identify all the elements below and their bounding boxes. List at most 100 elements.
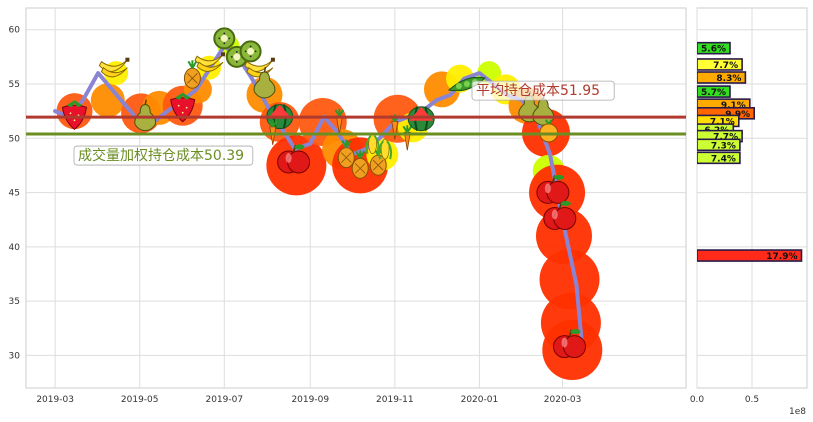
volume-profile-bar bbox=[697, 138, 741, 152]
volume-profile-bar bbox=[697, 41, 731, 55]
kiwi-part bbox=[230, 56, 233, 58]
x-tick-label: 2020-01 bbox=[461, 395, 499, 405]
corn-icon bbox=[365, 133, 380, 155]
apple-part bbox=[563, 335, 586, 359]
volume-profile-bar bbox=[697, 249, 803, 262]
y-axis-ticks: 30 35 40 45 50 55 60 bbox=[9, 26, 21, 362]
corn-icon bbox=[378, 138, 393, 160]
x-tick-label: 2019-03 bbox=[36, 395, 74, 405]
carrot-part bbox=[402, 125, 413, 133]
x-tick-label: 2019-09 bbox=[291, 395, 329, 405]
cost-label-box bbox=[471, 80, 615, 101]
volume-profile-bar bbox=[697, 58, 743, 71]
y-tick-label: 60 bbox=[9, 26, 21, 36]
pear-icon bbox=[253, 66, 276, 99]
side-x-offset-label: 1e8 bbox=[789, 407, 806, 417]
kiwi-part bbox=[218, 37, 221, 40]
pear-part bbox=[263, 66, 267, 73]
peas-part bbox=[455, 83, 462, 89]
volume-profile-label: 8.3% bbox=[716, 74, 741, 84]
apple-part bbox=[285, 153, 292, 163]
carrot-part bbox=[267, 119, 278, 128]
pineapple-icon bbox=[183, 60, 201, 89]
kiwi-icon bbox=[239, 40, 262, 63]
kiwi-part bbox=[228, 37, 231, 40]
pineapple-part bbox=[354, 163, 366, 174]
volume-profile-bar bbox=[697, 71, 747, 84]
apple-part bbox=[287, 150, 311, 174]
y-tick-label: 55 bbox=[9, 80, 20, 90]
y-tick-label: 45 bbox=[9, 189, 20, 199]
corn-part bbox=[378, 140, 393, 160]
carrot-icon bbox=[402, 125, 413, 151]
volume-profile-label: 7.7% bbox=[713, 133, 738, 143]
y-tick-label: 50 bbox=[9, 134, 21, 144]
side-x-tick-label: 0.5 bbox=[745, 395, 759, 405]
pineapple-part bbox=[355, 150, 366, 159]
carrot-part bbox=[334, 109, 345, 117]
kiwi-icon bbox=[213, 27, 236, 50]
kiwi-part bbox=[235, 51, 238, 53]
peas-part bbox=[463, 81, 470, 87]
x-tick-label: 2019-11 bbox=[376, 395, 414, 405]
banana-part bbox=[125, 57, 130, 62]
banana-part bbox=[221, 52, 225, 57]
strawberry-part bbox=[69, 112, 72, 115]
pineapple-part bbox=[341, 152, 352, 163]
apple-icon bbox=[536, 174, 570, 204]
apple-part bbox=[560, 201, 571, 206]
volume-profile-bar bbox=[697, 85, 731, 98]
strawberry-part bbox=[177, 104, 180, 107]
apple-part bbox=[561, 337, 568, 348]
banana-icon bbox=[194, 52, 225, 72]
banana-part bbox=[246, 66, 274, 78]
side-x-tick-label: 0.0 bbox=[690, 395, 705, 405]
banana-part bbox=[196, 61, 224, 72]
kiwi-part bbox=[249, 55, 252, 58]
kiwi-part bbox=[244, 50, 247, 53]
y-tick-label: 30 bbox=[9, 351, 21, 361]
volume-profile-label: 7.4% bbox=[711, 154, 736, 164]
cost-line-label: 成交量加权持仓成本50.39 bbox=[78, 147, 244, 164]
x-tick-label: 2019-05 bbox=[121, 395, 159, 405]
volume-profile-label: 7.3% bbox=[711, 141, 736, 151]
y-tick-label: 40 bbox=[9, 243, 21, 253]
volume-profile-label: 7.1% bbox=[710, 117, 735, 127]
strawberry-icon bbox=[170, 92, 196, 123]
volume-profile-label: 5.6% bbox=[701, 45, 726, 55]
y-tick-label: 35 bbox=[9, 297, 20, 307]
volume-profile-label: 7.7% bbox=[713, 61, 738, 71]
strawberry-part bbox=[73, 119, 76, 122]
kiwi-part bbox=[220, 34, 228, 42]
side-x-axis-ticks: 0.0 0.5 bbox=[690, 395, 759, 405]
volume-profile-label: 5.7% bbox=[701, 88, 726, 98]
strawberry-part bbox=[185, 106, 188, 109]
strawberry-part bbox=[174, 92, 191, 100]
apple-icon bbox=[553, 329, 586, 359]
apple-icon bbox=[277, 144, 311, 174]
apple-part bbox=[570, 329, 581, 335]
kiwi-part bbox=[223, 42, 226, 45]
volume-bubble bbox=[539, 249, 600, 310]
pear-part bbox=[144, 99, 147, 105]
cost-lines: 平均持仓成本51.95 成交量加权持仓成本50.39 bbox=[26, 80, 686, 166]
corn-part bbox=[380, 138, 390, 160]
x-tick-label: 2020-03 bbox=[544, 395, 582, 405]
volume-profile-bar bbox=[697, 151, 741, 165]
kiwi-part bbox=[249, 45, 252, 48]
strawberry-part bbox=[181, 111, 184, 114]
pineapple-part bbox=[372, 159, 384, 171]
apple-part bbox=[553, 207, 577, 230]
volume-profile-label: 9.1% bbox=[721, 101, 746, 111]
pineapple-part bbox=[187, 60, 198, 69]
pineapple-icon bbox=[337, 139, 355, 169]
carrot-icon bbox=[267, 119, 278, 145]
pineapple-icon bbox=[351, 150, 369, 179]
watermelon-icon bbox=[407, 106, 435, 132]
pear-part bbox=[253, 71, 276, 99]
cost-line-label: 平均持仓成本51.95 bbox=[476, 83, 600, 99]
apple-part bbox=[553, 174, 564, 180]
pineapple-icon bbox=[369, 147, 387, 176]
orange-part bbox=[544, 119, 553, 125]
